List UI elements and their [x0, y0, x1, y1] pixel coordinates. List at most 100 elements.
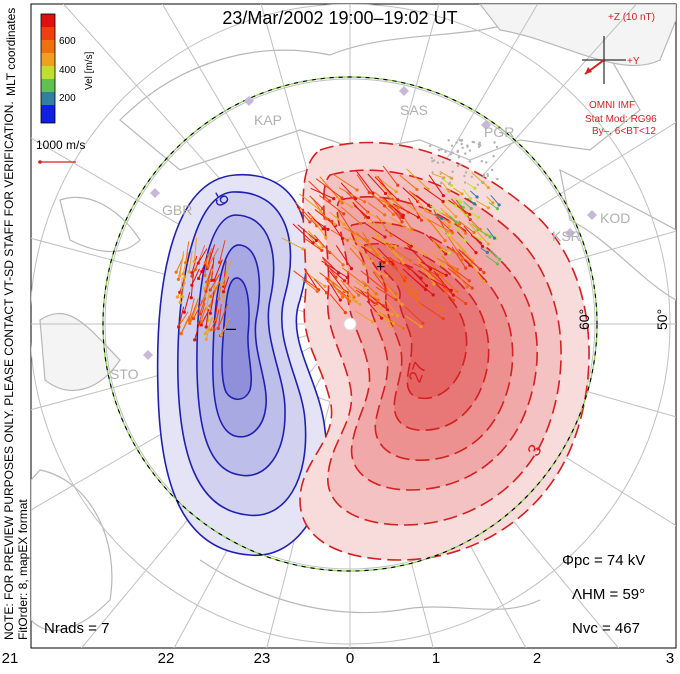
velocity-vector-origin	[376, 298, 380, 302]
velocity-vector	[418, 263, 444, 285]
velocity-vector	[423, 187, 444, 202]
min-marker: –	[226, 318, 236, 338]
velocity-vector-origin	[382, 260, 386, 265]
velocity-vector-origin	[389, 233, 393, 238]
mlt-tick-23: 23	[253, 650, 271, 667]
velocity-vector	[179, 250, 185, 276]
velocity-vector-origin	[178, 300, 182, 305]
velocity-vector-origin	[497, 257, 502, 261]
velocity-vector-origin	[377, 235, 381, 240]
velocity-vector-origin	[311, 241, 315, 245]
velocity-vector-origin	[451, 293, 455, 297]
velocity-vector	[301, 278, 318, 292]
velocity-vector	[431, 239, 446, 252]
ground-scatter-dot	[493, 141, 496, 144]
velocity-vector-origin	[453, 204, 457, 208]
velocity-vector	[213, 309, 220, 330]
velocity-vector	[188, 250, 193, 272]
velocity-vector-origin	[492, 236, 497, 240]
velocity-vector-origin	[469, 206, 473, 211]
velocity-vector	[468, 260, 485, 282]
velocity-vector-origin	[495, 262, 500, 266]
velocity-vector	[451, 265, 468, 288]
velocity-vector-origin	[192, 259, 196, 264]
velocity-vector	[389, 216, 411, 232]
ground-scatter-dot	[431, 171, 434, 174]
velocity-vector-origin	[212, 278, 216, 282]
velocity-vector-origin	[323, 284, 327, 288]
velocity-vector	[360, 270, 387, 292]
velocity-vector-origin	[461, 206, 465, 210]
velocity-vector-origin	[491, 201, 495, 205]
velocity-vector	[409, 190, 428, 212]
velocity-vector-origin	[396, 206, 400, 210]
ground-scatter-dot	[440, 148, 443, 151]
ground-scatter-dot	[480, 160, 483, 163]
velocity-vector-origin	[391, 321, 396, 325]
velocity-vector-origin	[482, 271, 486, 275]
velocity-vector	[372, 247, 388, 264]
velocity-vector-origin	[455, 267, 459, 271]
velocity-vector	[456, 241, 473, 261]
velocity-vector-origin	[451, 231, 455, 235]
velocity-vector-origin	[432, 282, 436, 286]
velocity-vector-origin	[447, 189, 451, 193]
velocity-vector	[371, 236, 393, 250]
velocity-vector	[366, 300, 382, 319]
velocity-vector	[191, 303, 199, 319]
velocity-vector-origin	[203, 261, 207, 265]
velocity-vector	[385, 299, 398, 317]
velocity-vector-origin	[486, 185, 490, 190]
velocity-vector	[383, 197, 404, 218]
side-notes: NOTE: FOR PREVIEW PURPOSES ONLY. PLEASE …	[2, 101, 30, 640]
velocity-vector	[385, 243, 411, 261]
velocity-vector-origin	[308, 220, 312, 224]
velocity-vector-origin	[447, 233, 451, 237]
velocity-vector	[217, 303, 229, 329]
velocity-vector-origin	[464, 266, 468, 270]
velocity-vector	[430, 278, 452, 291]
velocity-vector	[281, 237, 304, 250]
preview-note: NOTE: FOR PREVIEW PURPOSES ONLY. PLEASE …	[2, 101, 16, 640]
vel-tick-200: 200	[59, 93, 76, 104]
ground-scatter-dot	[456, 164, 460, 168]
velocity-vector-origin	[383, 191, 388, 196]
velocity-vector	[399, 174, 418, 190]
velocity-vector	[462, 188, 472, 199]
velocity-vector-origin	[203, 287, 207, 291]
velocity-vector	[343, 227, 368, 242]
velocity-vector-origin	[208, 288, 212, 292]
velocity-vector	[335, 215, 358, 239]
max-marker: +	[376, 259, 385, 276]
velocity-vector	[375, 286, 397, 301]
velocity-vector-origin	[447, 220, 451, 224]
velocity-vector	[299, 193, 321, 212]
velocity-vector	[436, 257, 458, 270]
velocity-vector-origin	[438, 248, 442, 252]
velocity-vector	[198, 261, 207, 279]
velocity-vector	[210, 280, 221, 297]
velocity-vector	[406, 168, 429, 190]
imf-model-params: By–, 6<BT<12	[592, 126, 656, 137]
velocity-vector	[356, 174, 370, 193]
velocity-vector	[330, 229, 348, 241]
velocity-vector-origin	[368, 248, 372, 252]
imf-z-label: +Z (10 nT)	[608, 12, 655, 23]
velocity-vector-origin	[455, 289, 459, 294]
velocity-vector-origin	[394, 298, 398, 302]
velocity-vector	[310, 187, 334, 200]
velocity-vector-origin	[178, 274, 182, 278]
velocity-vector-origin	[463, 238, 467, 243]
velocity-vector	[387, 256, 410, 269]
velocity-vector	[380, 239, 404, 264]
velocity-vector-origin	[320, 206, 325, 211]
velocity-vector-origin	[326, 227, 330, 231]
velocity-vector-origin	[219, 333, 223, 337]
imf-y-label: +Y	[627, 56, 640, 67]
velocity-vector-origin	[456, 227, 460, 231]
velocity-vector	[404, 305, 424, 324]
ground-scatter-dot	[448, 176, 452, 179]
velocity-vector	[322, 257, 337, 278]
ground-scatter-dot	[460, 142, 463, 146]
velocity-vector-origin	[175, 295, 179, 299]
